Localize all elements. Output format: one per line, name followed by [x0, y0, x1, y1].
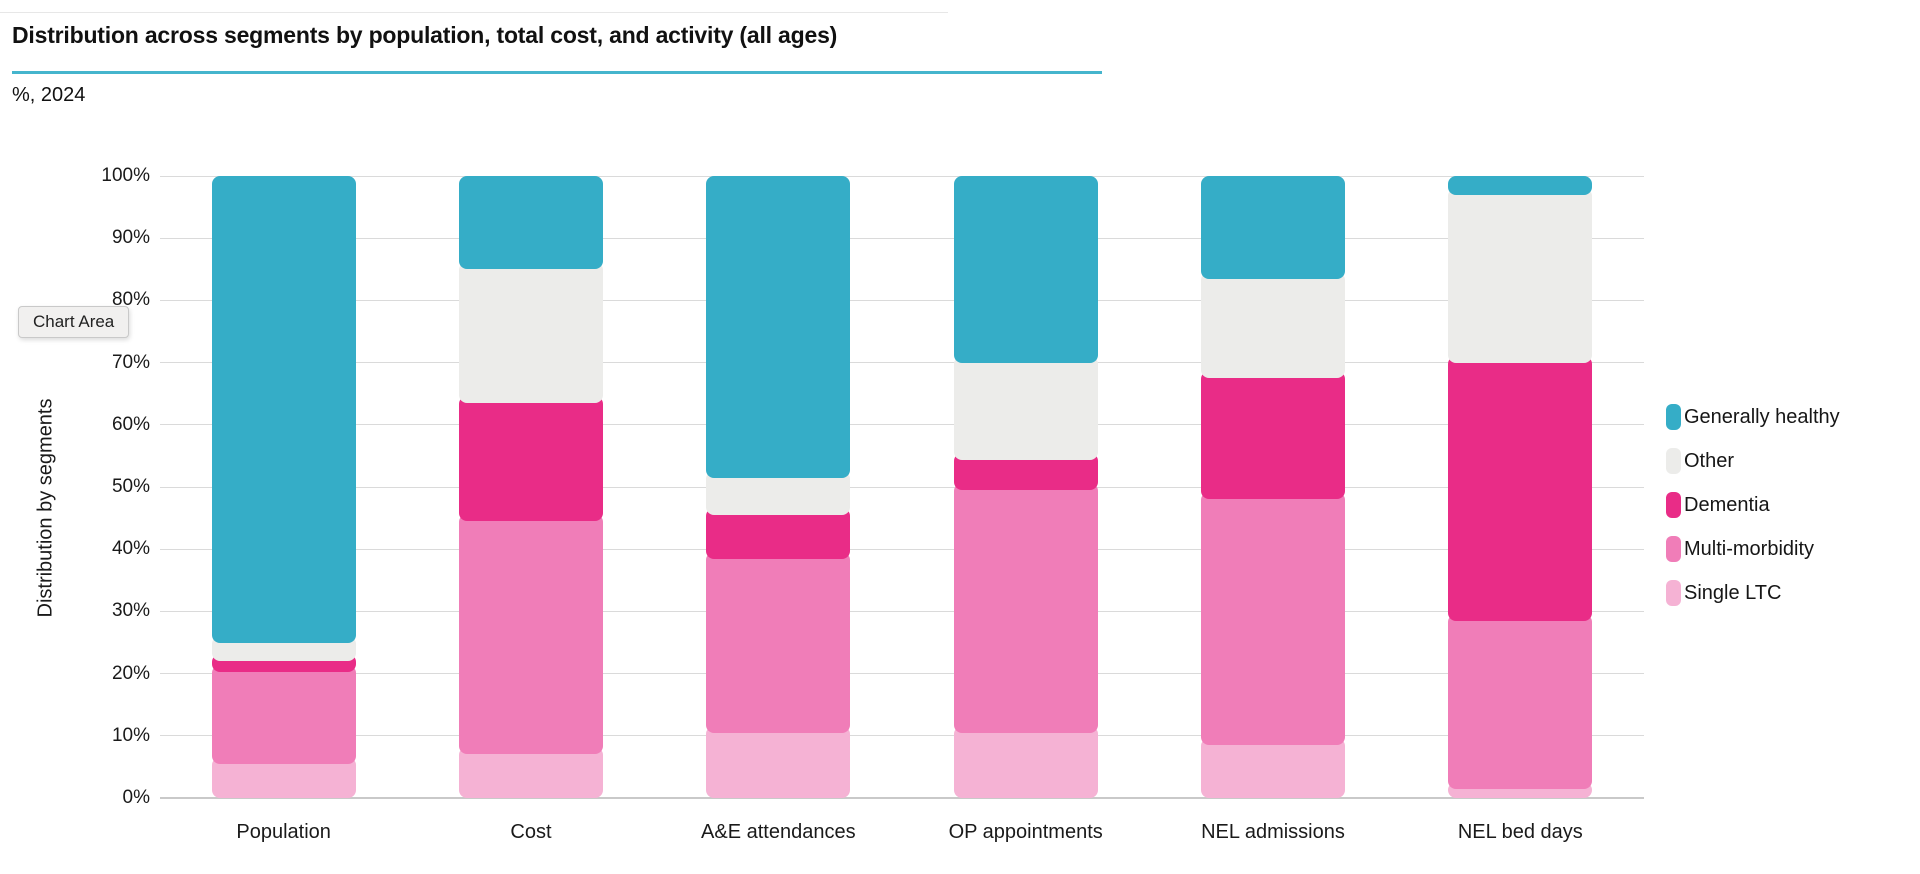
segment-multi-morbidity[interactable] [1448, 613, 1593, 789]
y-tick-label-40%: 40% [111, 538, 150, 560]
title-underline [12, 71, 1102, 74]
gridline-40% [160, 548, 1644, 550]
segment-generally-healthy[interactable] [459, 176, 603, 270]
legend-item-dementia[interactable]: Dementia [1666, 492, 1840, 518]
y-tick-label-0%: 0% [122, 787, 150, 808]
segment-dementia[interactable] [459, 396, 603, 522]
gridline-90% [160, 237, 1644, 239]
bar-a-e-attendances[interactable] [706, 176, 851, 798]
segment-dementia[interactable] [706, 508, 851, 559]
category-label-a-e-attendances: A&E attendances [701, 821, 856, 843]
category-label-nel-bed-days: NEL bed days [1457, 821, 1583, 843]
legend-label: Single LTC [1684, 581, 1782, 604]
y-tick-label-10%: 10% [111, 724, 150, 746]
y-tick-label-50%: 50% [111, 476, 150, 497]
segment-other[interactable] [459, 262, 603, 404]
segment-multi-morbidity[interactable] [459, 514, 603, 755]
legend-item-other[interactable]: Other [1666, 448, 1840, 474]
category-label-op-appointments: OP appointments [948, 821, 1103, 843]
segment-single-ltc[interactable] [1201, 738, 1345, 798]
bar-op-appointments[interactable] [953, 176, 1098, 798]
chart-area-tooltip: Chart Area [18, 306, 130, 338]
y-tick-label-30%: 30% [111, 600, 150, 622]
legend-item-single-ltc[interactable]: Single LTC [1666, 580, 1840, 606]
plot-area[interactable] [160, 175, 1644, 799]
legend-swatch [1666, 404, 1681, 430]
segment-other[interactable] [1448, 187, 1593, 363]
segment-dementia[interactable] [1448, 355, 1593, 621]
segment-generally-healthy[interactable] [953, 176, 1098, 363]
y-tick-label-20%: 20% [111, 662, 150, 684]
segment-other[interactable] [706, 470, 851, 515]
bar-nel-admissions[interactable] [1201, 176, 1345, 798]
legend-swatch [1666, 580, 1681, 606]
segment-generally-healthy[interactable] [211, 176, 356, 643]
chart-subtitle: %, 2024 [12, 84, 86, 106]
legend-swatch [1666, 492, 1681, 518]
segment-generally-healthy[interactable] [1201, 176, 1345, 279]
segment-dementia[interactable] [1201, 371, 1345, 500]
y-tick-label-60%: 60% [111, 413, 150, 435]
legend-label: Dementia [1684, 493, 1770, 516]
gridline-10% [160, 735, 1644, 737]
gridline-50% [160, 486, 1644, 488]
bar-cost[interactable] [459, 176, 603, 798]
legend: Generally healthy Other Dementia Multi-morb… [1666, 404, 1840, 606]
legend-swatch [1666, 536, 1681, 562]
gridline-100% [160, 175, 1644, 177]
segment-multi-morbidity[interactable] [211, 665, 356, 764]
segment-single-ltc[interactable] [459, 747, 603, 798]
segment-single-ltc[interactable] [953, 725, 1098, 798]
category-label-population: Population [236, 821, 331, 843]
category-label-cost: Cost [510, 821, 552, 843]
gridline-70% [160, 362, 1644, 364]
legend-label: Multi-morbidity [1684, 537, 1815, 560]
top-divider-line [0, 12, 948, 13]
segment-multi-morbidity[interactable] [1201, 492, 1345, 746]
legend-label: Other [1684, 449, 1735, 472]
y-tick-label-100%: 100% [101, 165, 150, 186]
segment-single-ltc[interactable] [706, 725, 851, 798]
segment-other[interactable] [1201, 271, 1345, 379]
legend-item-generally-healthy[interactable]: Generally healthy [1666, 404, 1840, 430]
segment-other[interactable] [953, 355, 1098, 461]
legend-label: Generally healthy [1684, 405, 1840, 428]
y-tick-label-80%: 80% [111, 289, 150, 311]
x-axis-line [160, 797, 1644, 799]
gridline-20% [160, 673, 1644, 675]
gridline-60% [160, 424, 1644, 426]
segment-multi-morbidity[interactable] [706, 551, 851, 733]
bar-population[interactable] [211, 176, 356, 798]
y-tick-label-90%: 90% [111, 227, 150, 249]
segment-multi-morbidity[interactable] [953, 483, 1098, 733]
legend-swatch [1666, 448, 1681, 474]
segment-generally-healthy[interactable] [1448, 176, 1593, 195]
y-tick-label-70%: 70% [111, 351, 150, 373]
legend-item-multi-morbidity[interactable]: Multi-morbidity [1666, 536, 1840, 562]
category-label-nel-admissions: NEL admissions [1201, 821, 1345, 843]
gridline-30% [160, 610, 1644, 612]
segment-generally-healthy[interactable] [706, 176, 851, 478]
gridline-80% [160, 299, 1644, 301]
bar-nel-bed-days[interactable] [1448, 176, 1593, 798]
chart-title: Distribution across segments by populati… [12, 22, 838, 48]
